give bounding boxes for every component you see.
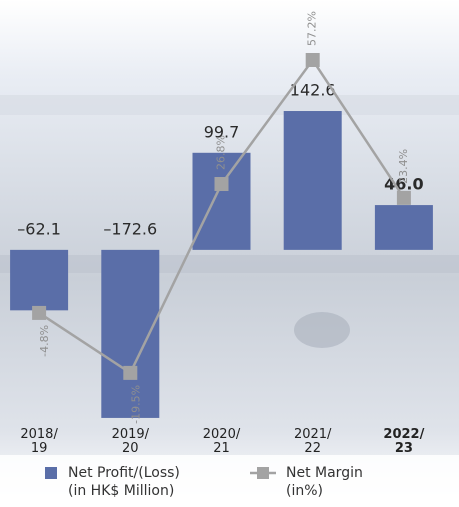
legend-marker	[257, 467, 269, 479]
x-tick-label: 2021/22	[294, 427, 332, 456]
legend-label: Net Margin (in%)	[286, 465, 363, 499]
margin-value-label: 26.8%	[215, 135, 228, 170]
photo-teapot	[294, 312, 350, 348]
x-tick-label: 2022/23	[383, 427, 424, 456]
margin-marker	[123, 365, 138, 380]
bar-value-label: 142.6	[290, 81, 336, 100]
legend-panel	[0, 455, 459, 507]
x-tick-label: 2018/19	[20, 427, 58, 456]
bar	[192, 152, 251, 250]
bar	[10, 249, 69, 311]
bar-value-label: –62.1	[17, 219, 61, 238]
bar	[374, 205, 433, 250]
margin-marker	[214, 177, 229, 192]
bar-value-label: –172.6	[103, 219, 157, 238]
x-tick-label: 2020/21	[203, 427, 241, 456]
margin-value-label: 57.2%	[306, 11, 319, 46]
bar-value-label: 46.0	[384, 175, 423, 194]
bar	[283, 111, 342, 250]
photo-beam	[0, 95, 459, 115]
margin-marker	[396, 190, 411, 205]
margin-marker	[32, 305, 47, 320]
margin-value-label: -4.8%	[38, 325, 51, 357]
margin-marker	[305, 53, 320, 67]
legend-swatch	[45, 467, 57, 479]
photo-ledge	[0, 255, 459, 273]
legend-label: Net Profit/(Loss) (in HK$ Million)	[68, 465, 180, 499]
margin-value-label: -19.5%	[129, 385, 142, 424]
bar-value-label: 99.7	[204, 122, 240, 141]
x-tick-label: 2019/20	[112, 427, 150, 456]
margin-value-label: 23.4%	[397, 149, 410, 184]
